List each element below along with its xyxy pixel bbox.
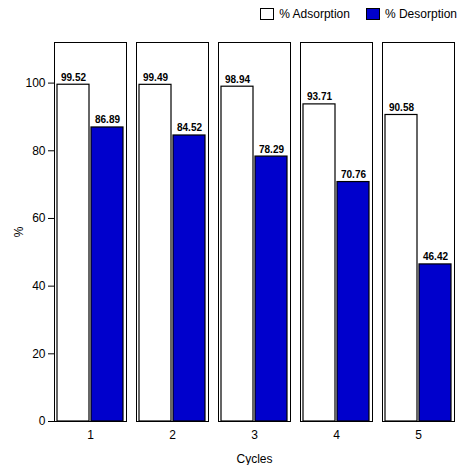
svg-text:%: % [12, 226, 26, 237]
svg-text:1: 1 [87, 428, 94, 442]
svg-text:20: 20 [32, 347, 46, 361]
svg-text:5: 5 [415, 428, 422, 442]
svg-text:40: 40 [32, 279, 46, 293]
svg-text:70.76: 70.76 [341, 169, 366, 180]
svg-text:3: 3 [251, 428, 258, 442]
svg-text:99.49: 99.49 [143, 72, 168, 83]
svg-text:0: 0 [39, 414, 46, 428]
svg-text:60: 60 [32, 211, 46, 225]
svg-text:78.29: 78.29 [259, 144, 284, 155]
svg-text:90.58: 90.58 [389, 102, 414, 113]
svg-text:99.52: 99.52 [61, 72, 86, 83]
svg-text:2: 2 [169, 428, 176, 442]
html-text:% Desorption: % Desorption [385, 7, 457, 21]
svg-text:86.89: 86.89 [95, 114, 120, 125]
svg-text:100: 100 [25, 76, 45, 90]
svg-text:46.42: 46.42 [423, 251, 448, 262]
html-text:% Adsorption: % Adsorption [279, 7, 350, 21]
svg-text:80: 80 [32, 144, 46, 158]
svg-text:93.71: 93.71 [307, 91, 332, 102]
svg-text:4: 4 [333, 428, 340, 442]
svg-text:84.52: 84.52 [177, 122, 202, 133]
svg-text:Cycles: Cycles [236, 452, 272, 465]
svg-text:98.94: 98.94 [225, 74, 250, 85]
